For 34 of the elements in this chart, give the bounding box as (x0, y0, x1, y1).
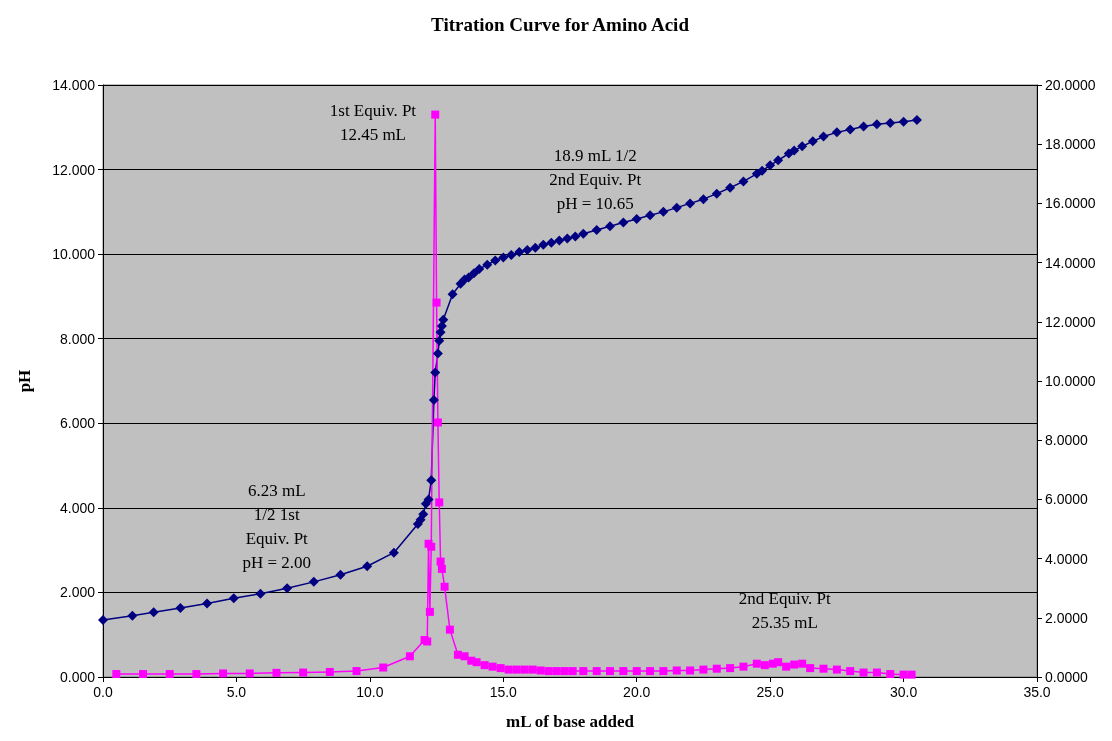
y-tick-label: 14.000 (52, 77, 96, 93)
y2-tick-label: 20.0000 (1045, 77, 1096, 93)
x-axis-title: mL of base added (506, 712, 635, 731)
x-tick-label: 15.0 (489, 684, 518, 700)
x-tick-label: 35.0 (1023, 684, 1051, 700)
y-tick-label: 12.000 (52, 161, 96, 178)
y-tick-label: 0.000 (59, 669, 96, 685)
x-tick-label: 10.0 (356, 684, 384, 700)
x-tick-label: 0.0 (93, 684, 113, 700)
x-tick-label: 25.0 (756, 684, 784, 700)
y2-tick-label: 8.0000 (1045, 432, 1089, 449)
annotation: 18.9 mL 1/2 2nd Equiv. Pt pH = 10.65 (549, 146, 642, 214)
y2-tick-label: 6.0000 (1045, 491, 1089, 508)
y2-tick-label: 14.0000 (1045, 254, 1096, 271)
y2-tick-label: 18.0000 (1045, 136, 1096, 153)
annotation: 1st Equiv. Pt 12.45 mL (329, 101, 417, 145)
y2-tick-label: 16.0000 (1045, 195, 1096, 212)
y-tick-label: 8.000 (59, 330, 96, 347)
chart-title: Titration Curve for Amino Acid (431, 14, 690, 35)
y2-tick-label: 2.0000 (1045, 609, 1089, 626)
annotation: 2nd Equiv. Pt 25.35 mL (738, 588, 832, 632)
y-tick-label: 2.000 (59, 584, 96, 601)
y2-tick-label: 4.0000 (1045, 550, 1089, 567)
y2-tick-label: 0.0000 (1045, 669, 1089, 685)
x-tick-label: 5.0 (226, 684, 247, 700)
y2-tick-label: 12.0000 (1045, 313, 1096, 330)
y-tick-label: 10.000 (52, 246, 96, 263)
x-tick-label: 20.0 (623, 684, 651, 700)
y-axis-title: pH (15, 369, 34, 393)
y2-tick-label: 10.0000 (1045, 373, 1096, 389)
x-tick-label: 30.0 (889, 684, 918, 700)
annotation: 6.23 mL 1/2 1st Equiv. Pt pH = 2.00 (242, 480, 312, 572)
y-tick-label: 6.000 (59, 415, 96, 432)
y-tick-label: 4.000 (59, 499, 96, 516)
